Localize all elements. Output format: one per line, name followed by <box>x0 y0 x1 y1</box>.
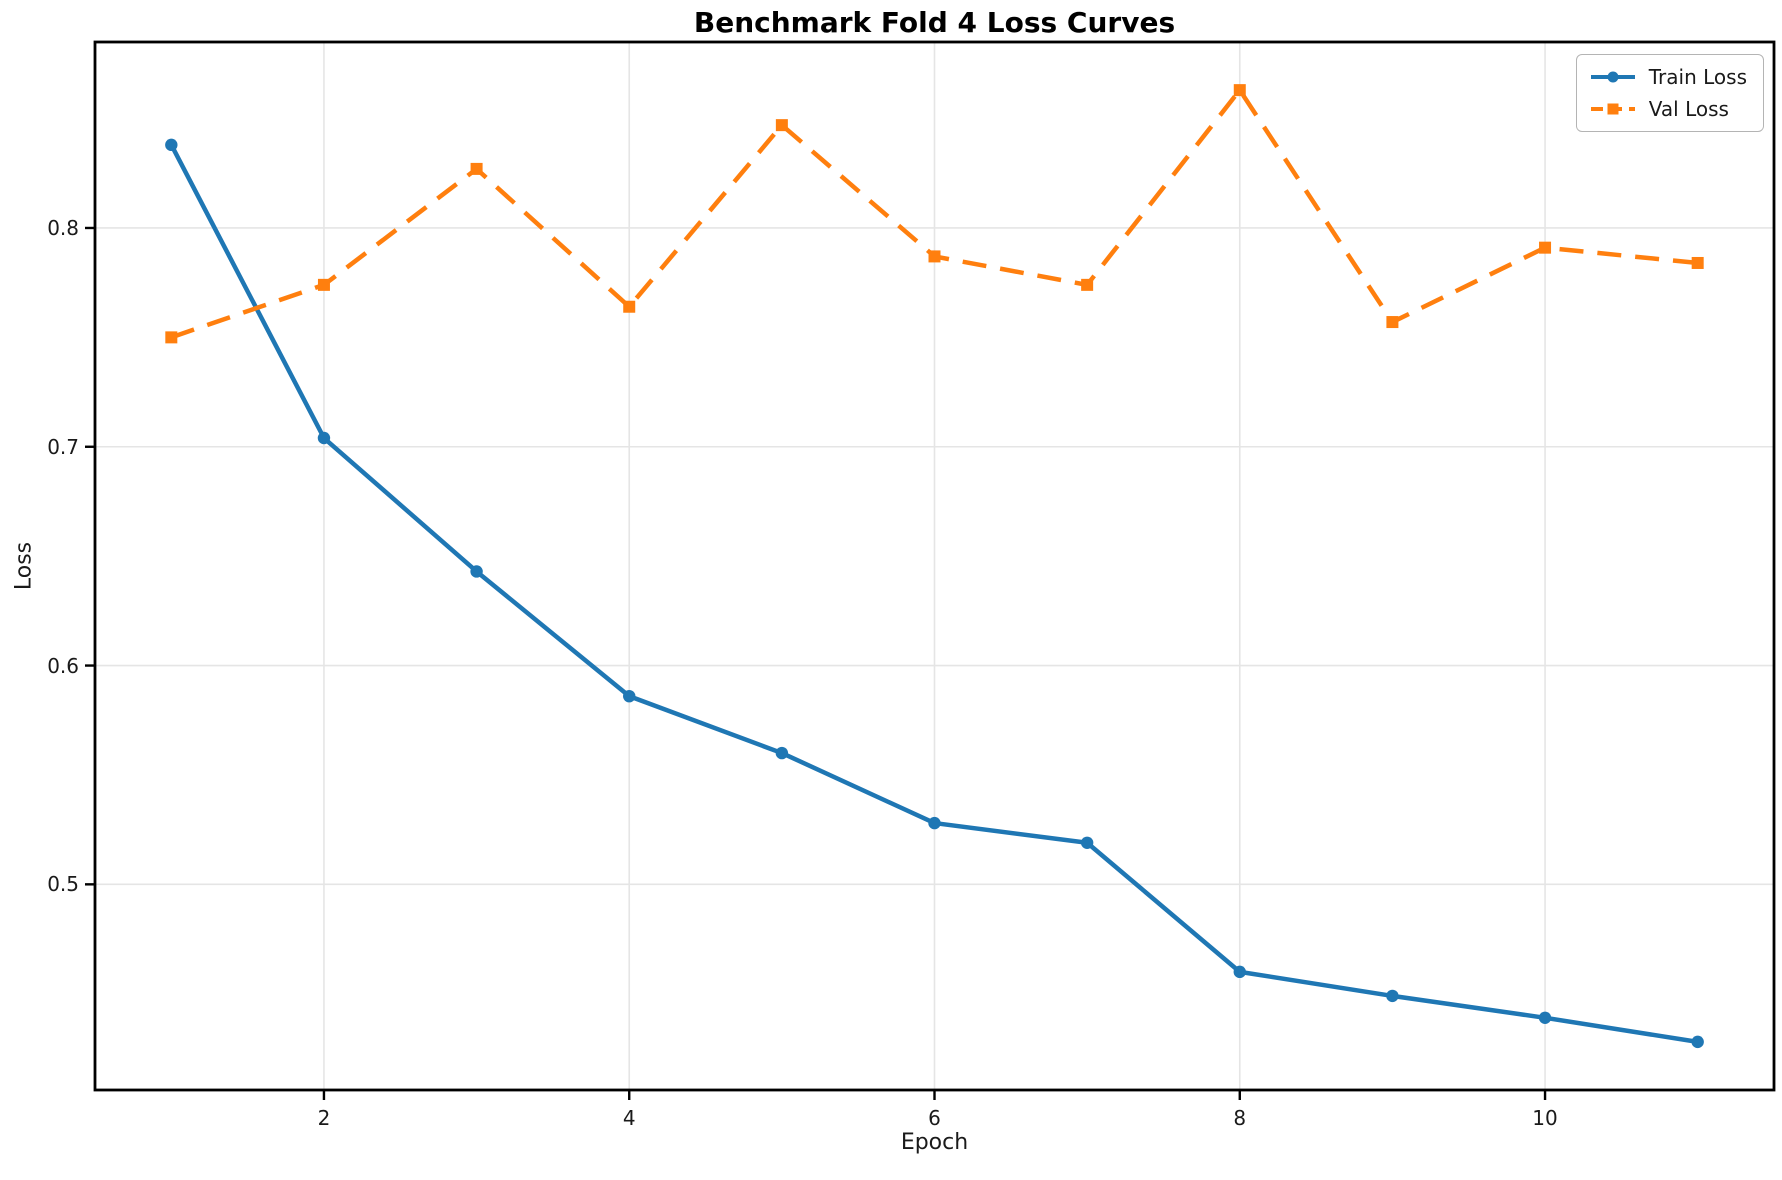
data-point-val-loss <box>165 331 178 344</box>
data-point-train-loss <box>165 138 178 152</box>
data-point-val-loss <box>1233 84 1246 97</box>
x-axis-label: Epoch <box>900 1130 969 1155</box>
data-point-val-loss <box>1081 278 1094 291</box>
x-tick-label: 2 <box>317 1106 331 1130</box>
plot-spines <box>93 40 1776 1092</box>
data-point-val-loss <box>1386 316 1399 329</box>
y-axis-label: Loss <box>11 541 37 591</box>
data-point-val-loss <box>775 119 788 132</box>
train-loss-line-sample-icon <box>1589 67 1637 87</box>
legend-item-train-loss: Train Loss <box>1589 65 1747 89</box>
val-loss-line-sample-icon <box>1589 99 1637 119</box>
data-point-train-loss <box>470 565 483 578</box>
y-tick-label: 0.6 <box>47 653 79 678</box>
legend: Train Loss Val Loss <box>1575 54 1764 132</box>
data-point-val-loss <box>623 300 636 313</box>
data-point-val-loss <box>1691 256 1704 269</box>
data-point-train-loss <box>1386 989 1399 1003</box>
data-point-train-loss <box>1691 1035 1704 1049</box>
data-point-val-loss <box>317 278 330 291</box>
data-point-train-loss <box>1080 836 1094 849</box>
x-tick-label: 8 <box>1233 1106 1247 1130</box>
y-tick-label: 0.7 <box>47 434 79 459</box>
data-point-val-loss <box>470 162 483 175</box>
data-point-train-loss <box>623 689 636 703</box>
y-tick-label: 0.8 <box>47 215 79 240</box>
y-tick-label: 0.5 <box>47 872 79 897</box>
chart-title: Benchmark Fold 4 Loss Curves <box>693 6 1176 39</box>
x-tick-label: 10 <box>1532 1106 1558 1130</box>
x-tick-label: 6 <box>928 1106 941 1130</box>
data-point-train-loss <box>1233 965 1246 979</box>
data-point-val-loss <box>1539 241 1552 254</box>
legend-label-train-loss: Train Loss <box>1648 65 1747 89</box>
data-point-train-loss <box>317 431 331 445</box>
legend-item-val-loss: Val Loss <box>1589 97 1747 121</box>
data-point-train-loss <box>928 816 941 830</box>
data-point-train-loss <box>1538 1011 1552 1024</box>
x-tick-label: 4 <box>622 1106 636 1130</box>
data-point-train-loss <box>775 746 789 760</box>
data-point-val-loss <box>928 250 941 263</box>
legend-label-val-loss: Val Loss <box>1648 97 1729 121</box>
